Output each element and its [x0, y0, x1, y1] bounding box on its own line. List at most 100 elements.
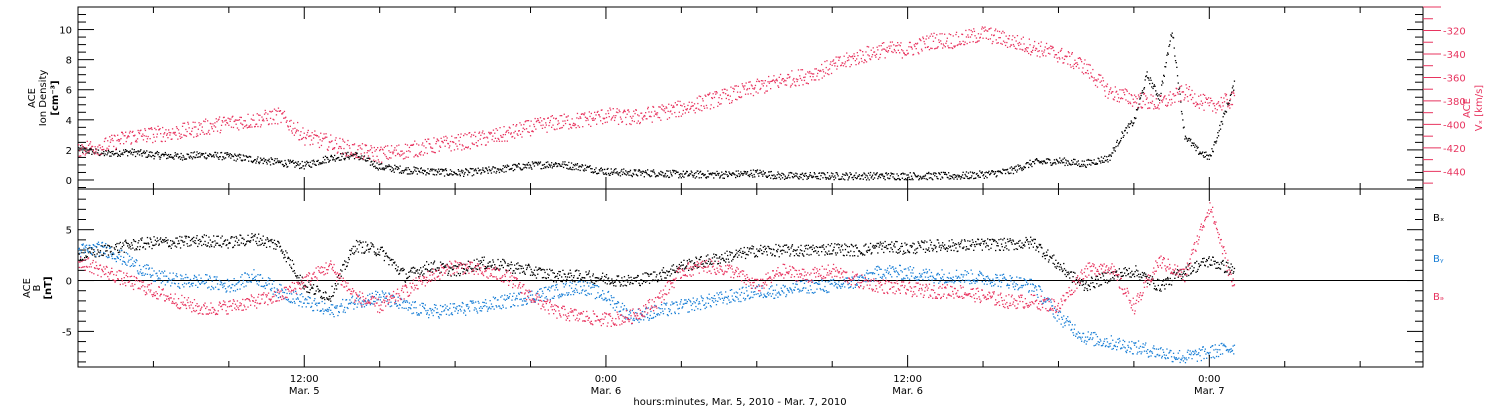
vx-point	[1088, 77, 1091, 79]
bx-point	[514, 264, 516, 266]
ion-density-point	[555, 163, 557, 165]
vx-point	[198, 122, 200, 124]
ion-density-point	[748, 174, 750, 176]
bx-point	[535, 266, 537, 268]
ion-density-point	[819, 178, 821, 180]
bx-point	[93, 249, 95, 251]
ion-density-point	[774, 175, 776, 177]
ion-density-point	[619, 175, 622, 177]
ion-density-point	[353, 154, 355, 156]
vx-point	[272, 118, 274, 120]
vx-point	[426, 152, 428, 155]
bx-point	[664, 272, 667, 274]
bx-point	[102, 254, 104, 257]
vx-point	[320, 132, 322, 134]
ion-density-point	[607, 167, 609, 170]
vx-point	[297, 130, 299, 132]
bx-point	[361, 246, 364, 248]
bx-point	[200, 240, 202, 242]
vx-point	[623, 110, 625, 112]
bx-point	[906, 243, 908, 245]
bx-point	[950, 245, 952, 247]
vx-point	[417, 155, 419, 158]
ion-density-point	[412, 172, 414, 174]
ion-density-point	[1103, 161, 1105, 163]
ion-density-point	[1127, 125, 1129, 127]
vx-point	[912, 53, 915, 56]
ion-density-point	[916, 176, 919, 178]
bx-point	[220, 237, 222, 239]
vx-point	[1030, 54, 1032, 56]
ion-density-point	[1176, 75, 1179, 77]
bx-point	[289, 259, 291, 261]
ion-density-point	[162, 153, 164, 155]
ion-density-point	[819, 172, 821, 174]
ion-density-point	[727, 175, 729, 177]
bx-point	[416, 269, 418, 271]
vx-point	[1159, 102, 1161, 104]
vx-point	[357, 149, 359, 151]
ion-density-point	[1082, 163, 1085, 166]
vx-point	[157, 125, 159, 127]
vx-point	[645, 112, 647, 114]
ion-density-point	[1183, 126, 1185, 128]
bx-point	[635, 277, 637, 279]
ion-density-point	[638, 169, 640, 171]
bx-point	[948, 240, 950, 242]
ion-density-point	[829, 178, 831, 180]
bx-point	[958, 244, 960, 246]
bx-point	[752, 248, 754, 250]
vx-point	[182, 122, 184, 124]
bx-point	[873, 245, 876, 247]
vx-point	[602, 117, 604, 119]
ion-density-point	[512, 170, 514, 172]
vx-point	[331, 140, 333, 142]
ion-density-point	[1010, 166, 1013, 168]
ion-density-point	[185, 158, 188, 160]
ion-density-point	[923, 177, 925, 180]
vx-point	[1082, 73, 1085, 75]
bx-point	[620, 283, 622, 286]
vx-point	[691, 105, 694, 107]
vx-point	[784, 84, 786, 86]
bx-point	[542, 268, 544, 271]
bx-point	[349, 249, 351, 251]
vx-point	[937, 46, 939, 48]
bx-point	[934, 244, 936, 247]
bx-point	[266, 237, 268, 239]
ion-density-point	[1118, 142, 1120, 144]
bx-point	[656, 281, 659, 283]
ion-density-point	[342, 153, 344, 155]
bx-point	[658, 279, 660, 282]
vx-point	[1120, 97, 1122, 99]
bx-point	[373, 246, 375, 248]
vx-point	[746, 88, 749, 90]
ion-density-point	[688, 174, 690, 177]
bx-point	[183, 244, 185, 246]
bx-point	[840, 251, 842, 253]
ion-density-point	[1093, 159, 1095, 161]
vx-point	[916, 42, 919, 44]
bx-point	[312, 287, 314, 289]
vx-point	[323, 133, 325, 135]
vx-point	[590, 112, 592, 115]
vx-point	[963, 43, 966, 46]
bx-point	[308, 292, 311, 294]
vx-point	[1113, 99, 1115, 101]
bx-point	[459, 272, 461, 275]
ion-density-point	[271, 158, 274, 161]
bx-point	[869, 242, 872, 245]
ion-density-point	[83, 147, 85, 150]
bx-point	[814, 250, 816, 252]
bx-point	[749, 247, 751, 249]
ion-density-point	[119, 155, 121, 157]
vx-point	[566, 119, 569, 121]
ion-density-point	[917, 174, 919, 177]
ion-density-point	[624, 173, 626, 175]
vx-point	[95, 148, 98, 150]
ion-density-point	[1044, 162, 1046, 164]
ion-density-point	[217, 157, 219, 159]
bx-point	[384, 255, 386, 257]
vx-point	[343, 147, 345, 150]
ion-density-point	[177, 153, 179, 155]
